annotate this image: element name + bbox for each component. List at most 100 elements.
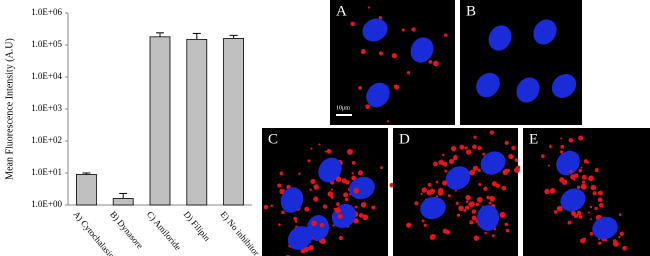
membrane-stain xyxy=(452,155,458,161)
membrane-stain xyxy=(578,213,581,216)
membrane-stain xyxy=(508,153,514,160)
membrane-stain xyxy=(427,182,432,187)
membrane-stain xyxy=(483,186,488,191)
membrane-stain xyxy=(622,245,628,251)
membrane-stain xyxy=(350,21,356,27)
membrane-stain xyxy=(469,169,475,176)
membrane-stain xyxy=(298,172,301,175)
y-tick-label: 1.0E+00 xyxy=(31,199,62,209)
membrane-stain xyxy=(406,71,411,75)
membrane-stain xyxy=(332,224,335,227)
image-panel: D xyxy=(393,128,521,256)
nucleus xyxy=(280,187,304,213)
membrane-stain xyxy=(598,202,604,208)
nucleus xyxy=(349,176,375,200)
membrane-stain xyxy=(569,169,573,173)
nucleus xyxy=(560,188,586,212)
membrane-stain xyxy=(619,231,624,236)
membrane-stain xyxy=(499,211,506,218)
panel-label: D xyxy=(399,131,410,147)
membrane-stain xyxy=(549,145,552,149)
membrane-stain xyxy=(581,174,587,180)
bar xyxy=(223,38,245,206)
membrane-stain xyxy=(378,16,383,20)
error-bar xyxy=(156,32,164,37)
membrane-stain xyxy=(310,178,316,184)
membrane-stain xyxy=(344,197,349,202)
bar xyxy=(76,174,97,206)
membrane-stain xyxy=(556,205,563,212)
membrane-stain xyxy=(465,200,469,203)
membrane-stain xyxy=(330,188,333,191)
y-tick-label: 1.0E+03 xyxy=(31,103,62,113)
membrane-stain xyxy=(492,234,495,238)
membrane-stain xyxy=(468,201,474,207)
membrane-stain xyxy=(330,195,334,199)
nucleus xyxy=(410,37,434,63)
membrane-stain xyxy=(442,180,448,186)
membrane-stain xyxy=(547,164,551,167)
membrane-stain xyxy=(423,223,427,227)
membrane-stain xyxy=(473,135,477,139)
membrane-stain xyxy=(414,201,419,206)
nucleus xyxy=(420,196,446,220)
membrane-stain xyxy=(506,168,510,173)
membrane-stain xyxy=(360,202,367,208)
nucleus xyxy=(551,74,577,98)
membrane-stain xyxy=(465,149,472,155)
membrane-stain xyxy=(586,161,590,164)
membrane-stain xyxy=(571,210,576,216)
nucleus xyxy=(480,151,506,175)
nucleus xyxy=(488,25,512,51)
membrane-stain xyxy=(324,150,327,153)
membrane-stain xyxy=(477,168,481,172)
bar xyxy=(186,38,208,206)
membrane-stain xyxy=(486,195,490,200)
y-tick-label: 1.0E+02 xyxy=(31,135,62,145)
membrane-stain xyxy=(578,135,584,141)
membrane-stain xyxy=(367,6,370,9)
y-tick-label: 1.0E+01 xyxy=(31,167,62,177)
membrane-stain xyxy=(309,188,312,191)
membrane-stain xyxy=(380,166,383,170)
membrane-stain xyxy=(346,148,353,155)
y-axis-title: Mean Fluorescence Intensity (A.U) xyxy=(4,38,15,180)
membrane-stain xyxy=(353,187,360,194)
membrane-stain xyxy=(559,177,565,183)
membrane-stain xyxy=(590,184,597,191)
membrane-stain xyxy=(589,218,593,221)
nucleus xyxy=(533,19,557,45)
membrane-stain xyxy=(594,206,598,211)
membrane-stain xyxy=(618,235,621,239)
membrane-stain xyxy=(589,205,593,209)
membrane-stain xyxy=(435,180,439,184)
membrane-stain xyxy=(504,222,509,227)
y-tick-label: 1.0E+06 xyxy=(31,7,62,17)
membrane-stain xyxy=(582,180,586,184)
membrane-stain xyxy=(432,60,439,67)
error-bar xyxy=(192,32,201,40)
panel-label: C xyxy=(268,131,278,147)
membrane-stain xyxy=(567,220,572,225)
membrane-stain xyxy=(428,60,433,64)
membrane-stain xyxy=(313,196,319,202)
membrane-stain xyxy=(426,189,432,196)
membrane-stain xyxy=(489,130,494,135)
membrane-stain xyxy=(568,138,574,143)
membrane-stain xyxy=(313,184,319,190)
membrane-stain xyxy=(582,237,586,241)
membrane-stain xyxy=(592,191,597,196)
membrane-stain xyxy=(442,161,448,167)
membrane-stain xyxy=(358,212,364,218)
membrane-stain xyxy=(337,213,343,219)
membrane-stain xyxy=(294,220,298,223)
membrane-stain xyxy=(391,53,397,59)
membrane-stain xyxy=(310,147,313,150)
membrane-stain xyxy=(308,244,314,251)
membrane-stain xyxy=(473,235,480,241)
membrane-stain xyxy=(471,209,477,214)
membrane-stain xyxy=(318,143,321,146)
membrane-stain xyxy=(469,220,474,225)
x-tick-label: C) Amiloride xyxy=(145,209,183,252)
